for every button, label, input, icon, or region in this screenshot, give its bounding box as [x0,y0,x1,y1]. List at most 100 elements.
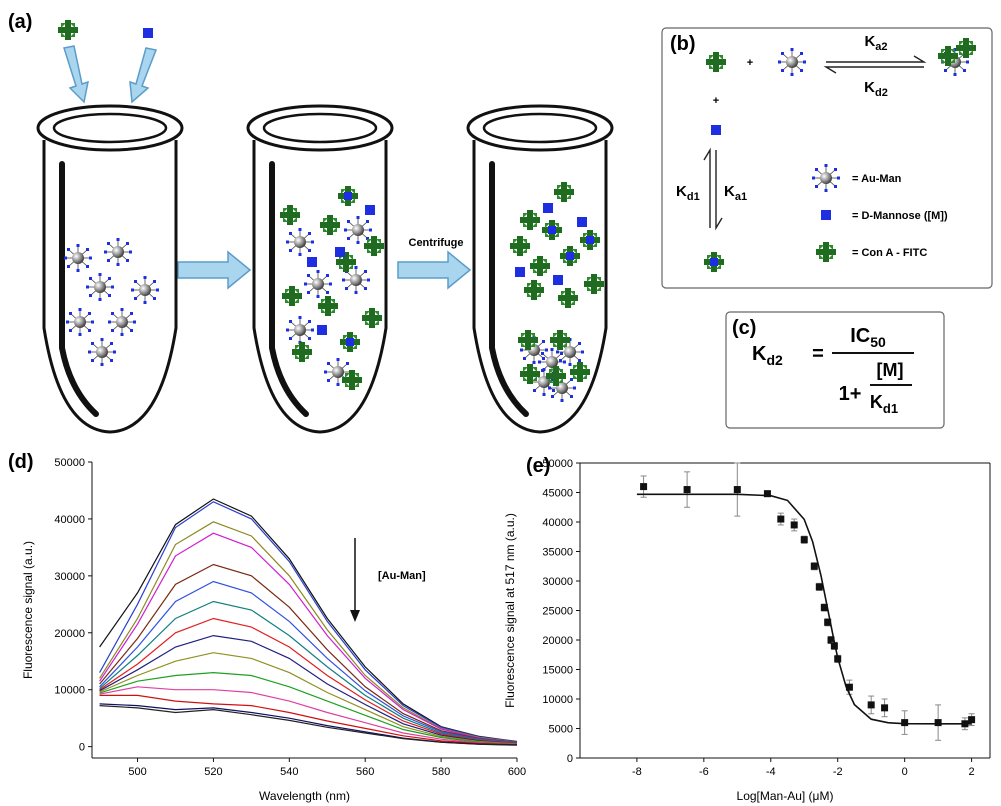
complex-icon [580,230,600,250]
arrow [826,55,927,63]
mannose-icon [711,125,721,135]
mannose-icon [543,203,553,213]
ic-sub: 50 [870,334,886,350]
k-sub: a1 [735,191,747,203]
fit-line [636,493,972,725]
data-point [815,583,823,591]
au-man-icon [107,307,137,337]
au-man-icon [285,315,315,345]
con-a-icon [320,215,340,235]
formula-kd1: Kd1 [870,392,898,416]
spectrum-line [99,563,518,743]
rate-constant: Kd1 [676,183,700,203]
y-tick-label: 10000 [54,685,85,697]
mannose-icon [307,257,317,267]
centrifuge-label: Centrifuge [409,237,464,249]
con-a-icon [520,210,540,230]
x-axis-title: Log[Man-Au] (μM) [737,789,834,803]
arrow [715,150,723,231]
spectrum-line [99,600,518,744]
x-tick-label: 2 [969,766,975,778]
y-tick-label: 50000 [542,458,573,470]
k-sub: d2 [875,87,888,99]
k-sub: d1 [883,401,898,416]
y-tick-label: 30000 [54,571,85,583]
spectrum-line [99,580,518,744]
y-tick-label: 10000 [542,694,573,706]
spectrum-line [99,686,518,745]
formula-m: [M] [877,360,904,380]
con-a-icon [520,364,540,384]
data-point [733,486,741,494]
tube [248,106,392,432]
data-point [763,490,771,498]
panel-box [661,27,993,289]
complex-icon [338,186,358,206]
rate-constant: Kd2 [864,79,888,99]
arrow [703,147,711,228]
panel-label: (e) [526,455,550,477]
x-tick-label: 0 [902,766,908,778]
complex-icon [542,220,562,240]
au-man-icon [65,307,95,337]
plus-sign: + [713,95,719,107]
mannose-icon [365,205,375,215]
x-tick-label: -6 [699,766,709,778]
con-a-icon [364,236,384,256]
con-a-icon [956,38,976,58]
spectrum-line [99,532,518,743]
mannose-icon [335,247,345,257]
con-a-icon [362,308,382,328]
arrows [63,45,472,290]
con-a-icon [282,286,302,306]
k-base: K [870,392,883,412]
au-man-icon [85,272,115,302]
x-tick-label: -2 [833,766,843,778]
rate-constant: Ka2 [864,33,887,53]
spectrum-line [99,634,518,745]
con-a-icon [816,242,836,262]
data-point [968,716,976,724]
spectrum-line [99,671,518,745]
annotation-arrowhead [350,610,360,622]
k-base: K [724,183,735,200]
chart: 500 520 540 560 580 600 0 10000 20000 30000 40000 5… [21,457,526,803]
arrow [823,66,924,74]
y-tick-label: 0 [79,742,85,754]
spectrum-line [99,705,518,746]
con-a-icon [58,20,78,40]
spectrum-line [99,694,518,746]
con-a-icon [510,236,530,256]
k-base: K [864,79,875,96]
data-point [845,683,853,691]
formula-lhs: Kd2 [752,343,783,368]
complex-icon [340,332,360,352]
data-point [683,486,691,494]
x-tick-label: 580 [432,766,450,778]
au-man-icon [303,269,333,299]
k-sub: a2 [875,41,887,53]
con-a-icon [554,182,574,202]
x-tick-label: 560 [356,766,374,778]
formula-numerator: IC50 [850,325,886,350]
arrow [177,250,252,290]
spectrum-line [99,498,518,743]
y-tick-label: 5000 [549,724,573,736]
panel-label: (c) [732,317,756,339]
ic-base: IC [850,325,870,347]
y-tick-label: 50000 [54,457,85,469]
k-base: K [864,33,875,50]
legend-label: = D-Mannose ([M]) [852,210,948,222]
rate-constant: Ka1 [724,183,747,203]
au-man-icon [285,227,315,257]
data-point [810,562,818,570]
data-point [777,515,785,523]
chart: -8 -6 -4 -2 0 2 0 5000 10000 15000 20000 25000 30000… [503,458,991,803]
con-a-icon [342,370,362,390]
con-a-icon [524,280,544,300]
y-tick-label: 0 [567,753,573,765]
au-man-icon [777,47,807,77]
y-tick-label: 15000 [542,665,573,677]
x-tick-label: -4 [766,766,776,778]
con-a-icon [518,330,538,350]
